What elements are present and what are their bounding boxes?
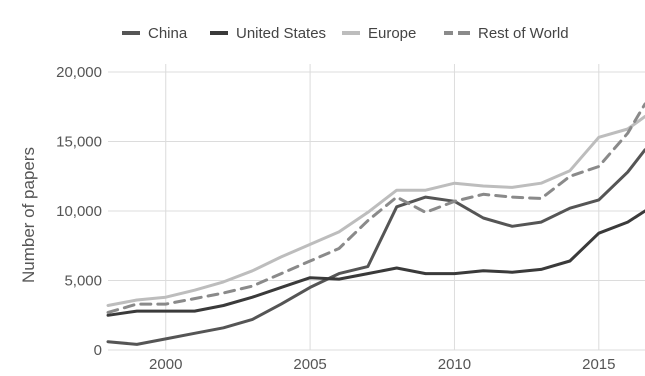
legend-item-united-states: United States [210, 25, 326, 42]
legend-label: China [148, 25, 188, 42]
legend-label: United States [236, 25, 326, 42]
legend-item-rest-of-world: Rest of World [444, 25, 569, 42]
y-tick-label: 10,000 [56, 203, 102, 220]
x-tick-label: 2000 [149, 356, 182, 373]
gridlines [108, 64, 645, 351]
x-tick-label: 2010 [438, 356, 471, 373]
x-axis-tick-labels: 2000 2005 2010 2015 [149, 356, 615, 373]
series-line-europe [106, 115, 645, 307]
legend-item-china: China [122, 25, 188, 42]
legend-item-europe: Europe [342, 25, 416, 42]
x-tick-label: 2005 [293, 356, 326, 373]
series-line-united-states [106, 209, 645, 317]
y-tick-label: 5,000 [64, 273, 102, 290]
x-tick-label: 2015 [582, 356, 615, 373]
series-lines [106, 102, 645, 346]
y-axis-tick-labels: 0 5,000 10,000 15,000 20,000 [56, 64, 102, 359]
series-line-rest-of-world [106, 102, 645, 314]
y-tick-label: 15,000 [56, 134, 102, 151]
series-line-china [106, 148, 645, 346]
legend-label: Rest of World [478, 25, 569, 42]
legend: China United States Europe Rest of World [122, 25, 569, 42]
y-axis-title: Number of papers [19, 147, 38, 283]
y-tick-label: 0 [94, 342, 102, 359]
y-tick-label: 20,000 [56, 64, 102, 81]
legend-label: Europe [368, 25, 416, 42]
